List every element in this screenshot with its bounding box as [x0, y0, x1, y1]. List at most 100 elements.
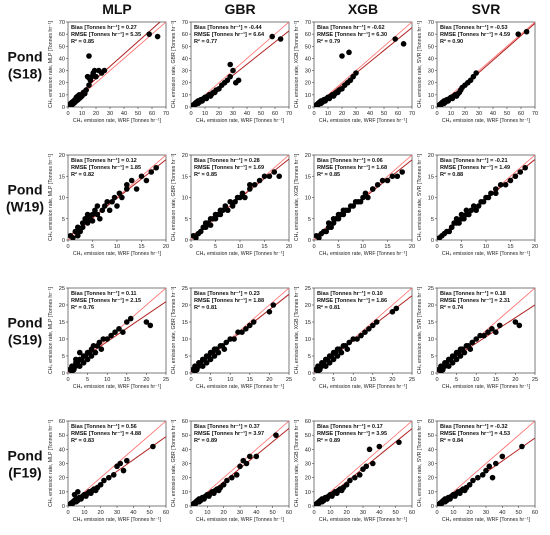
- stat-bias: Bias [Tonnes hr⁻¹] = -0.32: [440, 423, 508, 430]
- stat-bias: Bias [Tonnes hr⁻¹] = 0.10: [317, 290, 383, 297]
- y-tick-label: 50: [182, 44, 188, 50]
- x-tick-label: 40: [244, 111, 250, 117]
- data-point: [75, 224, 81, 231]
- y-tick-label: 20: [428, 303, 434, 309]
- stat-r2: R² = 0.84: [440, 437, 464, 444]
- x-tick-label: 60: [149, 111, 155, 117]
- y-tick-label: 60: [59, 419, 65, 425]
- data-point: [89, 211, 96, 218]
- data-point: [242, 194, 248, 201]
- data-point: [468, 207, 475, 214]
- scatter-points: [314, 305, 400, 373]
- stat-r2: R² = 0.77: [194, 38, 217, 45]
- x-tick-label: 60: [409, 510, 415, 516]
- x-tick-label: 0: [189, 377, 192, 383]
- data-point: [379, 177, 386, 184]
- data-point: [128, 177, 135, 184]
- y-tick-label: 0: [308, 105, 311, 111]
- y-axis-label: CH₄ emission rate, XGB [Tonnes hr⁻¹]: [294, 20, 300, 108]
- data-point: [99, 207, 106, 214]
- data-point: [109, 198, 115, 205]
- stat-rmse: RMSE [Tonnes hr⁻¹] = 4.88: [71, 430, 141, 437]
- data-point: [346, 49, 352, 56]
- data-point: [489, 474, 496, 481]
- x-tick-label: 70: [163, 111, 169, 117]
- data-point: [466, 211, 472, 218]
- x-tick-label: 30: [360, 510, 366, 516]
- x-tick-label: 0: [312, 377, 315, 383]
- y-tick-label: 0: [62, 238, 65, 244]
- data-point: [239, 190, 246, 197]
- column-header-svr: SVR: [472, 1, 501, 17]
- x-axis-label: CH₄ emission rate, WRF [Tonnes hr⁻¹]: [442, 251, 531, 257]
- x-tick-label: 5: [455, 377, 458, 383]
- data-point: [493, 190, 499, 197]
- stat-bias: Bias [Tonnes hr⁻¹] = 0.23: [194, 290, 260, 297]
- y-axis-label: CH₄ emission rate, SVR [Tonnes hr⁻¹]: [417, 419, 423, 507]
- data-point: [346, 339, 353, 346]
- stat-r2: R² = 0.81: [317, 304, 340, 311]
- data-point: [98, 346, 105, 353]
- data-point: [325, 220, 332, 226]
- row-header-bottom: (W19): [6, 199, 44, 215]
- y-tick-label: 5: [308, 217, 311, 223]
- data-point: [94, 203, 101, 209]
- y-tick-label: 10: [305, 196, 311, 202]
- x-axis-label: CH₄ emission rate, WRF [Tonnes hr⁻¹]: [319, 517, 408, 523]
- y-tick-label: 10: [428, 337, 434, 343]
- data-point: [473, 70, 480, 76]
- data-point: [389, 309, 396, 315]
- y-tick-label: 0: [62, 105, 65, 111]
- y-tick-label: 60: [305, 419, 311, 425]
- y-tick-label: 10: [59, 93, 65, 99]
- data-point: [143, 177, 150, 184]
- x-axis-label: CH₄ emission rate, WRF [Tonnes hr⁻¹]: [196, 251, 285, 257]
- x-tick-label: 0: [66, 510, 69, 516]
- x-tick-label: 30: [237, 510, 243, 516]
- x-tick-label: 10: [473, 377, 479, 383]
- data-point: [138, 173, 145, 180]
- y-tick-label: 0: [431, 105, 434, 111]
- data-point: [76, 363, 83, 370]
- y-tick-label: 0: [62, 371, 65, 377]
- data-point: [88, 353, 95, 359]
- data-point: [92, 207, 98, 214]
- data-point: [127, 315, 134, 322]
- y-tick-label: 5: [308, 354, 311, 360]
- scatter-points: [191, 302, 277, 373]
- y-tick-label: 0: [185, 238, 188, 244]
- data-point: [350, 203, 357, 209]
- scatter-points: [437, 319, 523, 373]
- y-tick-label: 40: [305, 447, 311, 453]
- stat-rmse: RMSE [Tonnes hr⁻¹] = 1.69: [194, 164, 264, 171]
- data-point: [75, 489, 81, 495]
- y-tick-label: 30: [428, 69, 434, 75]
- data-point: [104, 336, 110, 342]
- row-header-bottom: (S19): [8, 332, 42, 348]
- x-tick-label: 10: [327, 510, 333, 516]
- data-point: [497, 181, 504, 188]
- data-point: [475, 203, 482, 209]
- x-tick-label: 0: [66, 377, 69, 383]
- x-tick-label: 10: [360, 244, 366, 250]
- y-axis-label: CH₄ emission rate, SVR [Tonnes hr⁻¹]: [417, 153, 423, 241]
- data-point: [235, 77, 242, 84]
- x-tick-label: 20: [409, 244, 415, 250]
- data-point: [91, 67, 98, 74]
- x-tick-label: 50: [147, 510, 153, 516]
- data-point: [363, 463, 370, 470]
- data-point: [232, 198, 238, 205]
- data-point: [224, 477, 230, 484]
- row-header-bottom: (S18): [8, 66, 42, 82]
- x-tick-label: 20: [532, 244, 538, 250]
- scatter-points: [314, 169, 406, 240]
- x-tick-label: 10: [202, 111, 208, 117]
- plot-frame: [67, 287, 167, 374]
- x-tick-label: 50: [516, 510, 522, 516]
- x-tick-label: 20: [216, 111, 222, 117]
- data-point: [457, 353, 464, 359]
- data-point: [84, 356, 91, 363]
